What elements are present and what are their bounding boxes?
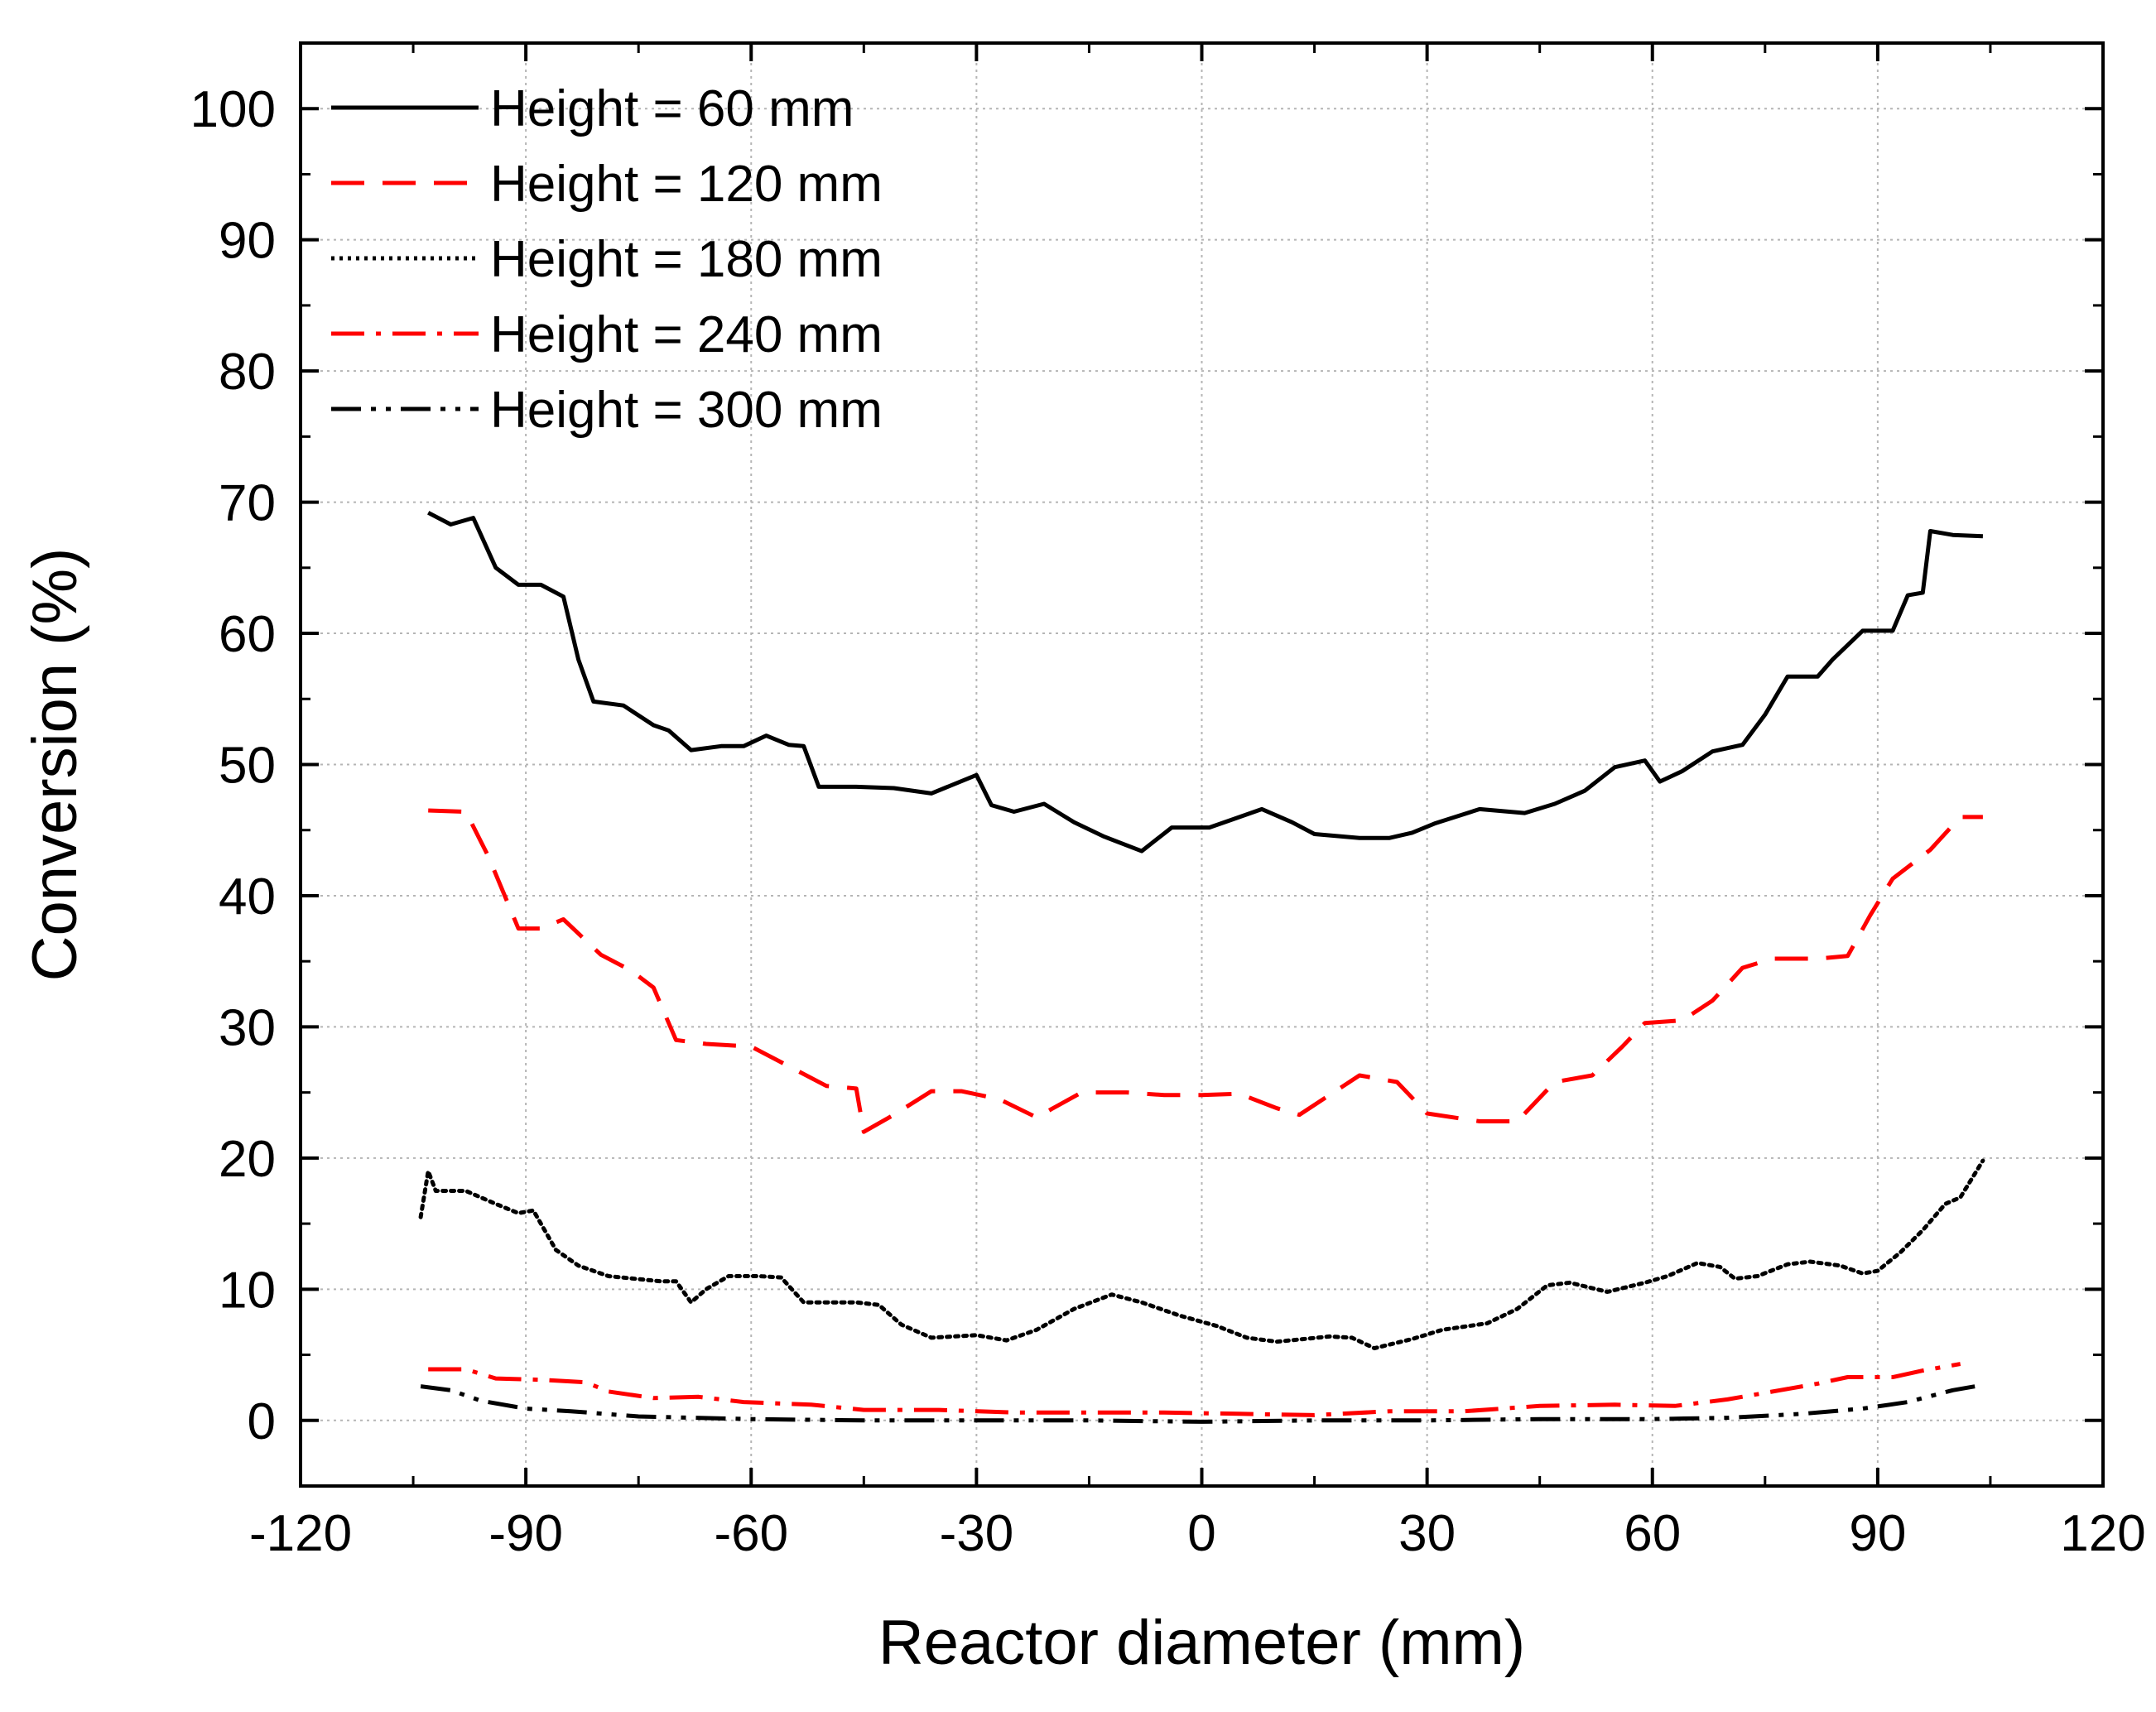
y-tick-label: 90 [219, 213, 276, 270]
legend-label-1: Height = 60 mm [490, 80, 854, 137]
y-tick-label: 40 [219, 868, 276, 926]
y-tick-label: 20 [219, 1131, 276, 1188]
y-tick-label: 50 [219, 738, 276, 795]
legend-label-2: Height = 120 mm [490, 156, 883, 213]
x-tick-label: 60 [1624, 1505, 1681, 1562]
y-tick-label: 70 [219, 475, 276, 532]
ticks [299, 41, 2105, 1488]
x-tick-label: 120 [2060, 1505, 2145, 1562]
y-tick-label: 100 [190, 81, 276, 138]
y-tick-label: 10 [219, 1262, 276, 1319]
grid [301, 43, 2103, 1486]
series-line-4 [428, 1362, 1961, 1417]
y-tick-label: 0 [248, 1393, 276, 1450]
series-layer [418, 511, 1985, 1424]
x-tick-label: -60 [714, 1505, 788, 1562]
y-tick-label: 30 [219, 999, 276, 1056]
y-tick-label: 60 [219, 606, 276, 663]
legend-label-3: Height = 180 mm [490, 231, 883, 288]
y-axis-title: Conversion (%) [20, 548, 90, 982]
series-line-1 [427, 511, 1984, 854]
x-tick-label: 0 [1187, 1505, 1215, 1562]
legend-label-4: Height = 240 mm [490, 306, 883, 363]
series-line-5 [420, 1383, 1984, 1424]
x-tick-label: 30 [1398, 1505, 1456, 1562]
series-line-2 [428, 808, 1983, 1134]
y-tick-label: 80 [219, 344, 276, 401]
legend-label-5: Height = 300 mm [490, 382, 883, 439]
legend: Height = 60 mm Height = 120 mm Height = 18… [331, 80, 883, 439]
series-line-3 [418, 1158, 1985, 1351]
tick-labels: -120 -90 -60 -30 0 30 60 90 120 0 10 20 30 40 50 60 70 80… [190, 81, 2146, 1562]
x-tick-label: -120 [249, 1505, 352, 1562]
x-axis-title: Reactor diameter (mm) [878, 1608, 1525, 1678]
x-tick-label: -30 [940, 1505, 1014, 1562]
x-tick-label: 90 [1849, 1505, 1906, 1562]
x-tick-label: -90 [488, 1505, 563, 1562]
